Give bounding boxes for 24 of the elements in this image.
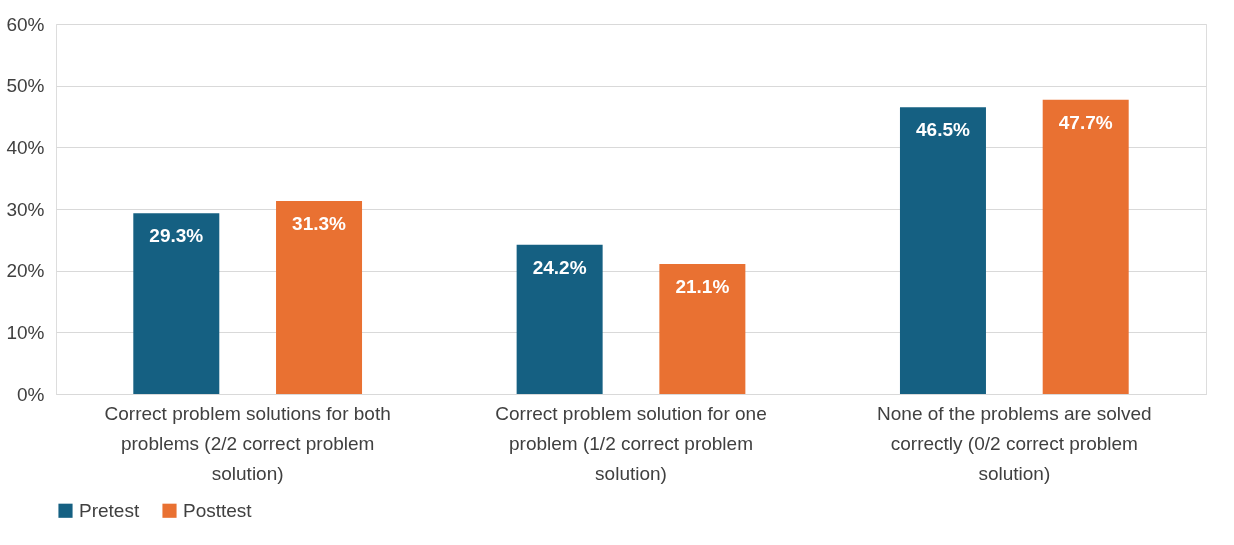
x-tick-label: Correct problem solutions for both problems (2/2 correct problem solution) xyxy=(104,402,391,484)
text: 29.3% xyxy=(149,225,204,247)
y-tick-label: 60% xyxy=(6,13,45,35)
bar xyxy=(516,244,603,394)
x-tick-label: Correct problem solution for one problem (1/2 correct problem solution) xyxy=(495,402,767,484)
legend-label: Posttest xyxy=(183,499,253,521)
legend-label: Pretest xyxy=(79,499,140,521)
y-tick-label: 30% xyxy=(6,198,45,220)
x-tick-label: None of the problems are solved correctly (0/2 correct problem solution) xyxy=(877,402,1152,484)
y-tick-label: 0% xyxy=(17,383,45,405)
y-tick-label: 10% xyxy=(6,321,45,343)
bar xyxy=(276,200,363,394)
text: 31.3% xyxy=(292,212,346,234)
y-tick-label: 50% xyxy=(6,75,45,97)
text: 21.1% xyxy=(675,275,730,297)
bar xyxy=(133,213,220,394)
y-tick-label: 20% xyxy=(6,260,45,282)
bar xyxy=(899,107,986,394)
bar xyxy=(659,263,746,394)
y-tick-label: 40% xyxy=(6,136,45,158)
text: 24.2% xyxy=(532,256,587,278)
text: 46.5% xyxy=(916,119,970,141)
text: 47.7% xyxy=(1058,111,1113,133)
bar xyxy=(1042,99,1129,394)
